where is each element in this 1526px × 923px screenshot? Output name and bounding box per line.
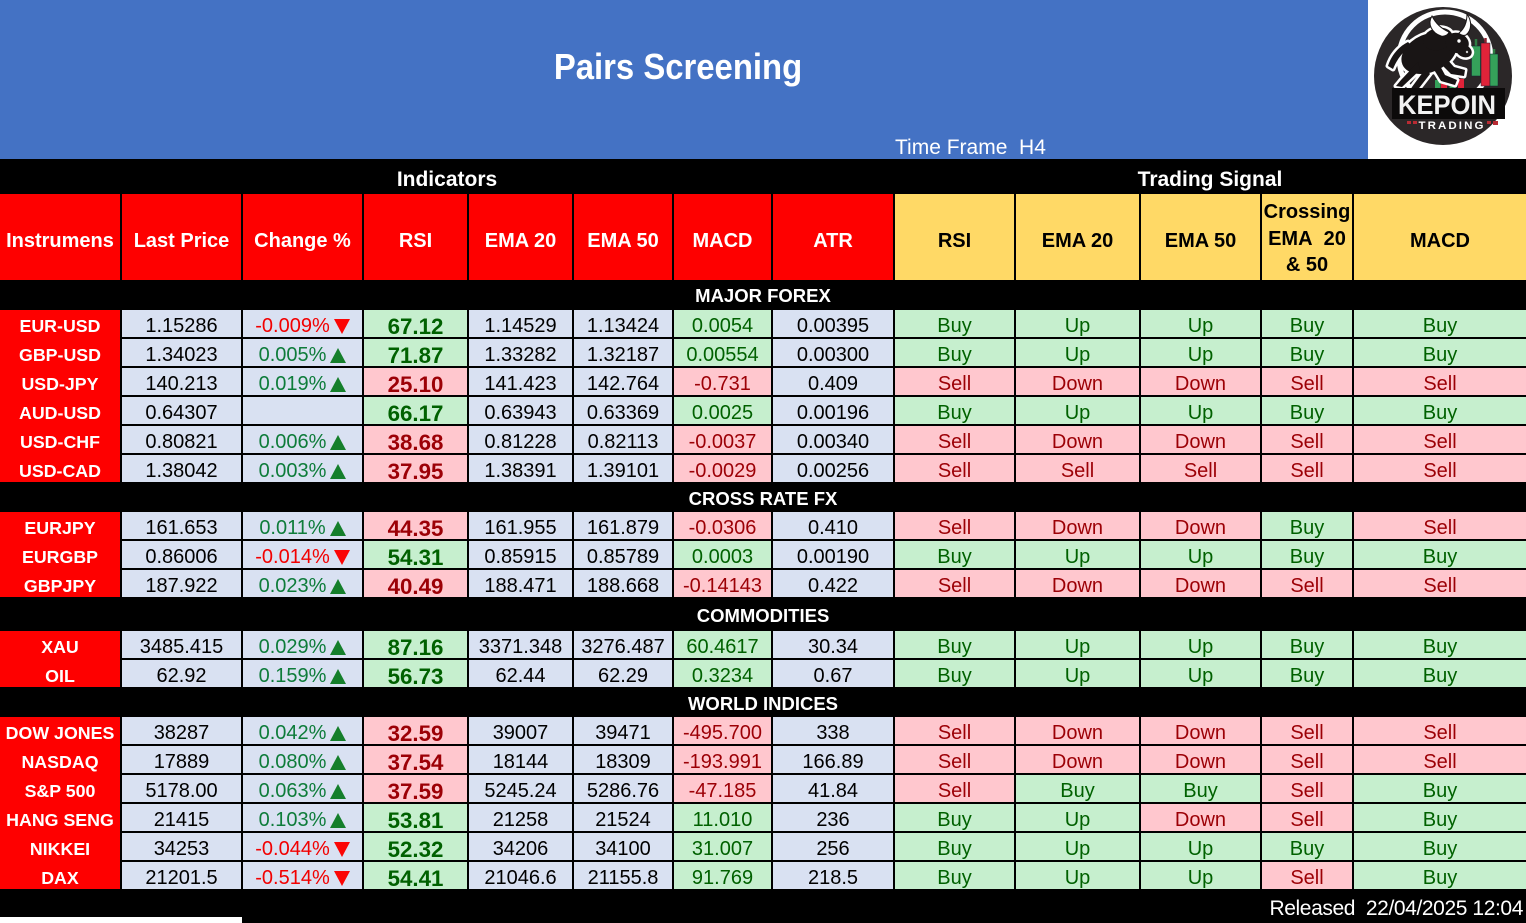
svg-text:KEPOIN: KEPOIN — [1398, 90, 1496, 120]
svg-text:TRADING: TRADING — [1419, 120, 1486, 132]
